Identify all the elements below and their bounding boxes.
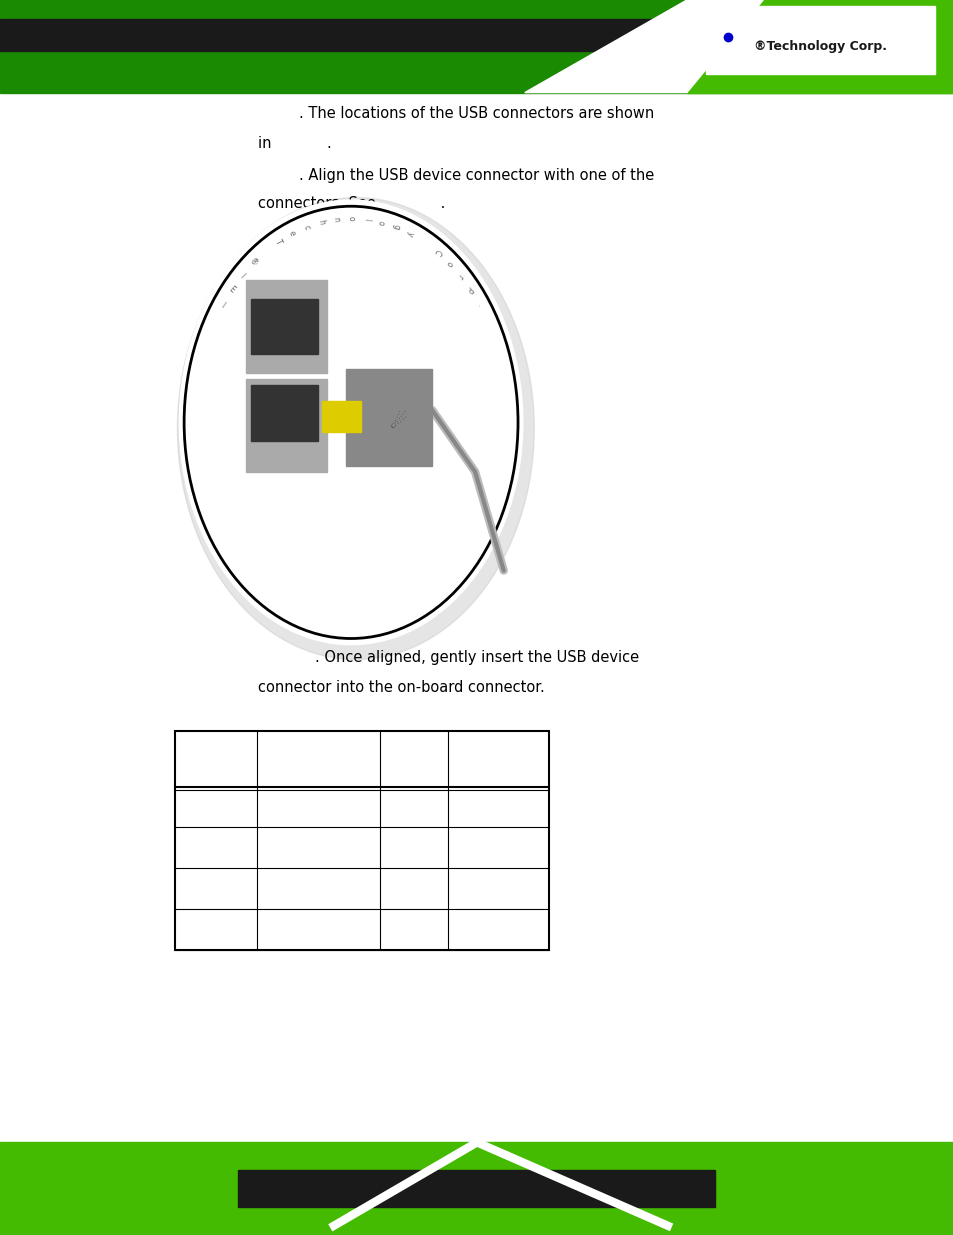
Text: ®Technology Corp.: ®Technology Corp.	[753, 40, 886, 53]
Bar	[705, 6, 934, 74]
Text: . Align the USB device connector with one of the: . Align the USB device connector with on…	[299, 168, 654, 183]
Bar	[0, 19, 686, 51]
Bar	[0, 1142, 953, 1235]
Bar	[174, 731, 548, 950]
Text: r: r	[456, 272, 464, 280]
Text: p: p	[465, 285, 475, 295]
Text: y: y	[405, 230, 415, 237]
Bar	[238, 1171, 715, 1208]
Text: connectors. See              .: connectors. See .	[257, 196, 444, 211]
Text: c: c	[301, 224, 311, 230]
Text: h: h	[315, 219, 326, 226]
Text: ☄: ☄	[390, 412, 407, 432]
Text: n: n	[331, 216, 340, 222]
Text: C: C	[431, 247, 441, 256]
Bar	[251, 299, 317, 354]
Text: o: o	[346, 216, 355, 221]
Bar	[0, 0, 953, 93]
Text: o: o	[375, 219, 386, 226]
Text: ®: ®	[247, 257, 258, 269]
Text: .: .	[476, 301, 483, 310]
Text: I: I	[218, 301, 226, 310]
Bar	[346, 369, 432, 466]
Text: o: o	[444, 258, 454, 268]
Bar	[246, 280, 327, 373]
Text: T: T	[274, 237, 283, 246]
Text: I: I	[237, 272, 246, 279]
Text: E: E	[227, 285, 235, 295]
Text: . The locations of the USB connectors are shown: . The locations of the USB connectors ar…	[299, 106, 654, 121]
Text: e: e	[287, 230, 296, 237]
Text: . Once aligned, gently insert the USB device: . Once aligned, gently insert the USB de…	[314, 650, 639, 664]
Text: in            .: in .	[257, 136, 331, 151]
Bar	[246, 379, 327, 472]
Circle shape	[179, 200, 522, 645]
Polygon shape	[524, 0, 762, 93]
Bar	[686, 0, 953, 93]
Bar	[251, 385, 317, 441]
Bar	[322, 401, 360, 432]
Text: g: g	[391, 224, 400, 231]
Text: l: l	[361, 219, 371, 221]
Circle shape	[177, 198, 534, 659]
Text: connector into the on-board connector.: connector into the on-board connector.	[257, 680, 544, 695]
